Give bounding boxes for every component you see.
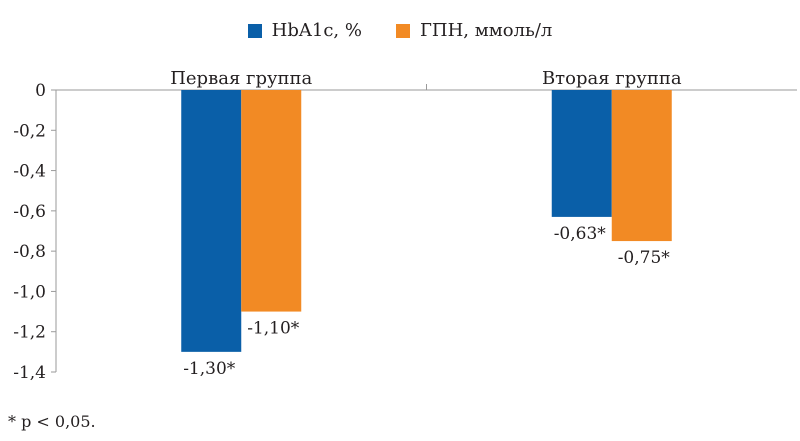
bar-hba1c bbox=[181, 90, 242, 352]
y-tick-label: -0,8 bbox=[13, 242, 46, 262]
category-label: Первая группа bbox=[170, 68, 312, 89]
bar-gpn bbox=[241, 90, 302, 312]
y-tick-label: 0 bbox=[35, 81, 46, 101]
y-tick-label: -1,4 bbox=[13, 363, 46, 383]
category-label: Вторая группа bbox=[542, 68, 682, 89]
legend-label-gpn: ГПН, ммоль/л bbox=[419, 20, 553, 41]
legend-swatch-hba1c bbox=[247, 23, 262, 38]
legend-item-hba1c: HbA1c, % bbox=[247, 20, 362, 41]
y-tick-label: -0,4 bbox=[13, 162, 46, 182]
legend-item-gpn: ГПН, ммоль/л bbox=[395, 20, 553, 41]
bar-value-label: -0,63* bbox=[554, 224, 607, 244]
y-tick-label: -1,2 bbox=[13, 323, 46, 343]
y-tick-label: -0,2 bbox=[13, 121, 46, 141]
bar-value-label: -1,10* bbox=[247, 319, 300, 339]
legend-label-hba1c: HbA1c, % bbox=[271, 20, 362, 41]
bar-value-label: -1,30* bbox=[183, 359, 236, 379]
bar-gpn bbox=[611, 90, 672, 242]
legend-swatch-gpn bbox=[395, 23, 410, 38]
y-tick-label: -1,0 bbox=[13, 282, 46, 302]
bar-value-label: -0,75* bbox=[618, 248, 671, 268]
bar-hba1c bbox=[551, 90, 612, 217]
legend: HbA1c, % ГПН, ммоль/л bbox=[0, 20, 800, 41]
footnote: * p < 0,05. bbox=[8, 412, 96, 431]
y-tick-label: -0,6 bbox=[13, 202, 46, 222]
